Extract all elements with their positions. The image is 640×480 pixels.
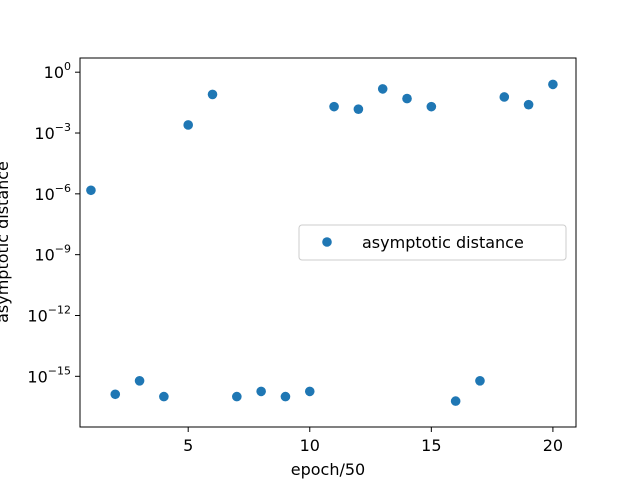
legend-box xyxy=(298,224,567,261)
x-tick-label: 20 xyxy=(543,436,563,455)
data-point xyxy=(450,396,461,406)
data-point xyxy=(86,185,96,196)
data-point xyxy=(548,79,558,90)
y-axis-ticks: 100 10−3 10−6 10−9 10−12 10−15 xyxy=(27,60,80,386)
legend-label: asymptotic distance xyxy=(362,233,524,252)
data-point xyxy=(499,92,510,102)
data-point xyxy=(183,120,193,130)
y-tick-label: 10−6 xyxy=(34,182,71,204)
data-point xyxy=(134,376,145,386)
data-point xyxy=(426,101,437,112)
plot-frame xyxy=(79,57,577,428)
x-tick-label: 15 xyxy=(421,436,441,455)
data-points xyxy=(86,79,558,406)
data-point xyxy=(256,386,266,397)
y-axis-label: asymptotic distance xyxy=(0,161,12,323)
x-axis-ticks: 5 10 15 20 xyxy=(183,427,563,455)
data-point xyxy=(110,389,121,400)
data-point xyxy=(280,391,291,402)
y-tick-label: 10−15 xyxy=(27,364,71,386)
y-tick-label: 100 xyxy=(44,60,71,82)
legend-marker xyxy=(322,237,332,247)
data-point xyxy=(353,104,364,114)
data-point xyxy=(159,391,169,402)
x-tick-label: 5 xyxy=(183,436,193,455)
legend: asymptotic distance xyxy=(298,224,567,261)
x-tick-label: 10 xyxy=(300,436,320,455)
data-point xyxy=(377,84,388,94)
y-tick-label: 10−9 xyxy=(34,243,71,265)
data-point xyxy=(523,99,534,110)
y-tick-label: 10−12 xyxy=(27,303,71,325)
x-axis-label: epoch/50 xyxy=(291,460,365,479)
data-point xyxy=(304,386,315,397)
y-tick-label: 10−3 xyxy=(34,121,71,143)
data-point xyxy=(207,89,218,100)
data-point xyxy=(232,391,242,402)
data-point xyxy=(329,101,339,112)
data-point xyxy=(402,93,412,104)
data-point xyxy=(475,376,485,386)
